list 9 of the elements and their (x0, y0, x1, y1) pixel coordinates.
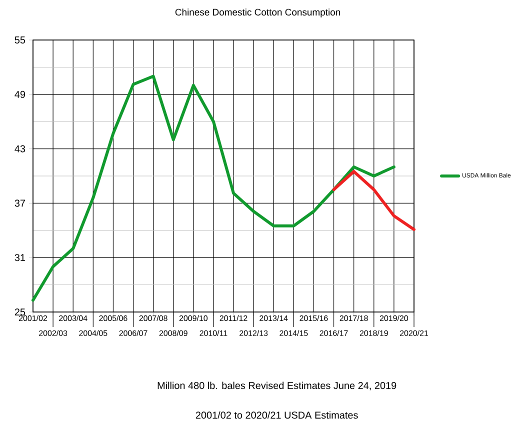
y-tick-label: 49 (14, 90, 26, 98)
y-tick-label: 37 (14, 200, 25, 207)
y-tick-label: 43 (14, 145, 26, 152)
y-tick-label: 31 (14, 254, 26, 262)
text: Million 480 lb. bales Revised Estimates June 24, 2019 (158, 382, 396, 390)
y-tick-label: 25 (14, 308, 26, 316)
chart-title: Chinese Domestic Cotton Consumption (175, 8, 340, 18)
text: 2001/02 to 2020/21 USDA Estimates (196, 411, 358, 419)
y-tick-label: 55 (14, 36, 26, 44)
